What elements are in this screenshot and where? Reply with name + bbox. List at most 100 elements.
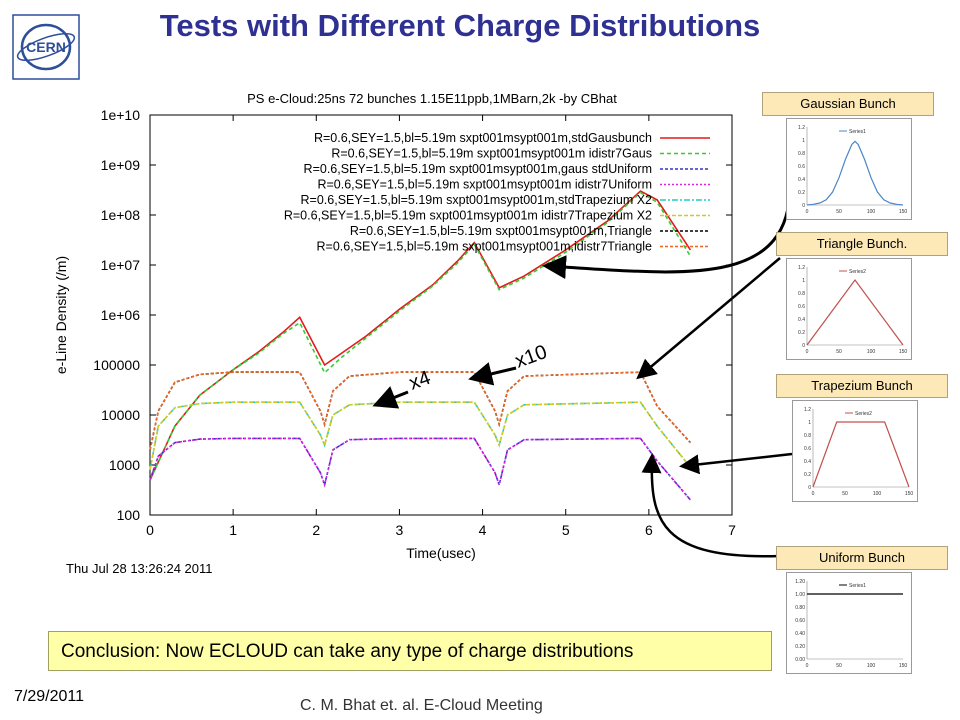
uniform-thumb-chart: 0.00 0.20 0.40 0.60 0.80 1.00 1.20 0 50 100 150 Ser… — [786, 572, 912, 674]
thumb-x-tick-label: 0 — [812, 491, 815, 497]
thumb-x-tick-label: 100 — [867, 663, 876, 669]
y-tick-label: 1e+10 — [101, 107, 141, 123]
y-tick-label: 1000 — [109, 457, 140, 473]
thumb-x-tick-label: 150 — [905, 491, 914, 497]
gaussian-thumb-chart: 0 0.2 0.4 0.6 0.8 1 1.2 0 50 100 150 Series1 — [786, 118, 912, 220]
thumb-y-tick-label: 1 — [808, 420, 811, 426]
y-tick-label: 1e+09 — [101, 157, 141, 173]
legend-entry-2: R=0.6,SEY=1.5,bl=5.19m sxpt001msypt001m … — [331, 147, 652, 161]
annotation-arrow-6 — [641, 453, 781, 558]
thumb-y-tick-label: 0.4 — [804, 459, 811, 465]
thumb-y-tick-label: 1 — [802, 278, 805, 284]
chart-title: PS e-Cloud:25ns 72 bunches 1.15E11ppb,1M… — [247, 91, 617, 106]
slide-title: Tests with Different Charge Distribution… — [159, 8, 761, 43]
thumb-x-tick-label: 50 — [842, 491, 848, 497]
triangle-bunch-label: Triangle Bunch. — [776, 232, 948, 256]
thumb-series-line — [812, 421, 910, 488]
cern-logo: CERN — [12, 14, 80, 80]
thumb-x-tick-label: 150 — [899, 349, 908, 355]
annotation-arrow-5 — [679, 452, 793, 475]
thumb-y-tick-label: 1 — [802, 138, 805, 144]
thumb-series-line — [806, 140, 904, 206]
legend-entry-7: R=0.6,SEY=1.5,bl=5.19m sxpt001msypt001m,… — [350, 224, 652, 238]
thumb-x-tick-label: 0 — [806, 349, 809, 355]
thumb-x-tick-label: 150 — [899, 209, 908, 215]
thumb-y-tick-label: 0.60 — [795, 618, 805, 624]
thumb-y-tick-label: 0 — [802, 343, 805, 349]
gaussian-bunch-label: Gaussian Bunch — [762, 92, 934, 116]
x10-annotation: x10 — [512, 341, 550, 373]
thumb-y-tick-label: 0.2 — [798, 330, 805, 336]
thumb-y-tick-label: 0.2 — [798, 190, 805, 196]
x4-annotation: x4 — [406, 367, 433, 395]
thumb-y-tick-label: 0.6 — [804, 446, 811, 452]
y-tick-label: 10000 — [101, 407, 140, 423]
y-tick-label: 100000 — [93, 357, 140, 373]
thumb-y-tick-label: 0.2 — [804, 472, 811, 478]
x-tick-label: 3 — [396, 522, 404, 538]
legend-entry-5: R=0.6,SEY=1.5,bl=5.19m sxpt001msypt001m,… — [301, 193, 653, 207]
thumb-legend-label: Series1 — [849, 583, 866, 589]
x-tick-label: 4 — [479, 522, 487, 538]
thumb-x-tick-label: 100 — [867, 209, 876, 215]
thumb-y-tick-label: 1.2 — [804, 407, 811, 413]
trapezium-thumb-chart: 0 0.2 0.4 0.6 0.8 1 1.2 0 50 100 150 Series2 — [792, 400, 918, 502]
thumb-y-tick-label: 0.80 — [795, 605, 805, 611]
thumb-y-tick-label: 0.8 — [798, 151, 805, 157]
legend-entry-4: R=0.6,SEY=1.5,bl=5.19m sxpt001msypt001m … — [317, 178, 652, 192]
y-tick-label: 1e+06 — [101, 307, 141, 323]
x-tick-label: 2 — [312, 522, 320, 538]
conclusion-box: Conclusion: Now ECLOUD can take any type… — [48, 631, 772, 671]
legend-entry-6: R=0.6,SEY=1.5,bl=5.19m sxpt001msypt001m … — [284, 209, 652, 223]
thumb-y-tick-label: 1.20 — [795, 579, 805, 585]
thumb-x-tick-label: 100 — [873, 491, 882, 497]
annotation-arrow-1 — [372, 386, 409, 409]
series-line-1 — [149, 190, 692, 481]
annotation-arrow-3 — [542, 185, 792, 280]
legend-entry-1: R=0.6,SEY=1.5,bl=5.19m sxpt001msypt001m,… — [314, 131, 652, 145]
chart-timestamp: Thu Jul 28 13:26:24 2011 — [66, 561, 213, 576]
thumb-x-tick-label: 50 — [836, 349, 842, 355]
thumb-legend-label: Series2 — [849, 269, 866, 275]
thumb-y-tick-label: 0.4 — [798, 317, 805, 323]
annotation-arrow-2 — [468, 362, 517, 386]
x-tick-label: 7 — [728, 522, 736, 538]
thumb-y-tick-label: 0.00 — [795, 657, 805, 663]
series-line-3 — [149, 437, 692, 501]
thumb-y-tick-label: 0.4 — [798, 177, 805, 183]
thumb-y-tick-label: 1.2 — [798, 265, 805, 271]
legend-entry-3: R=0.6,SEY=1.5,bl=5.19m sxpt001msypt001m,… — [304, 162, 652, 176]
thumb-x-tick-label: 50 — [836, 663, 842, 669]
thumb-y-tick-label: 0.20 — [795, 644, 805, 650]
thumb-series-line — [806, 278, 904, 346]
thumb-y-tick-label: 1.00 — [795, 592, 805, 598]
thumb-x-tick-label: 0 — [806, 209, 809, 215]
thumb-x-tick-label: 0 — [806, 663, 809, 669]
thumb-y-tick-label: 0.8 — [804, 433, 811, 439]
slide-footer: C. M. Bhat et. al. E-Cloud Meeting — [300, 697, 543, 714]
series-line-4 — [149, 437, 692, 501]
y-tick-label: 100 — [117, 507, 141, 523]
series-line-2 — [149, 191, 692, 481]
logo-text: CERN — [26, 39, 66, 55]
thumb-y-tick-label: 0 — [808, 485, 811, 491]
thumb-x-tick-label: 150 — [899, 663, 908, 669]
x-tick-label: 1 — [229, 522, 237, 538]
uniform-bunch-label: Uniform Bunch — [776, 546, 948, 570]
thumb-y-tick-label: 1.2 — [798, 125, 805, 131]
x-tick-label: 6 — [645, 522, 653, 538]
y-axis-label: e-Line Density (/m) — [53, 256, 69, 374]
series-line-5 — [149, 401, 692, 470]
x-tick-label: 5 — [562, 522, 570, 538]
y-tick-label: 1e+07 — [101, 257, 141, 273]
thumb-y-tick-label: 0.8 — [798, 291, 805, 297]
thumb-x-tick-label: 50 — [836, 209, 842, 215]
x-axis-label: Time(usec) — [406, 545, 476, 561]
x-tick-label: 0 — [146, 522, 154, 538]
thumb-legend-label: Series1 — [849, 129, 866, 135]
thumb-x-tick-label: 100 — [867, 349, 876, 355]
trapezium-bunch-label: Trapezium Bunch — [776, 374, 948, 398]
annotation-arrow-4 — [636, 257, 781, 380]
series-line-6 — [149, 401, 692, 470]
